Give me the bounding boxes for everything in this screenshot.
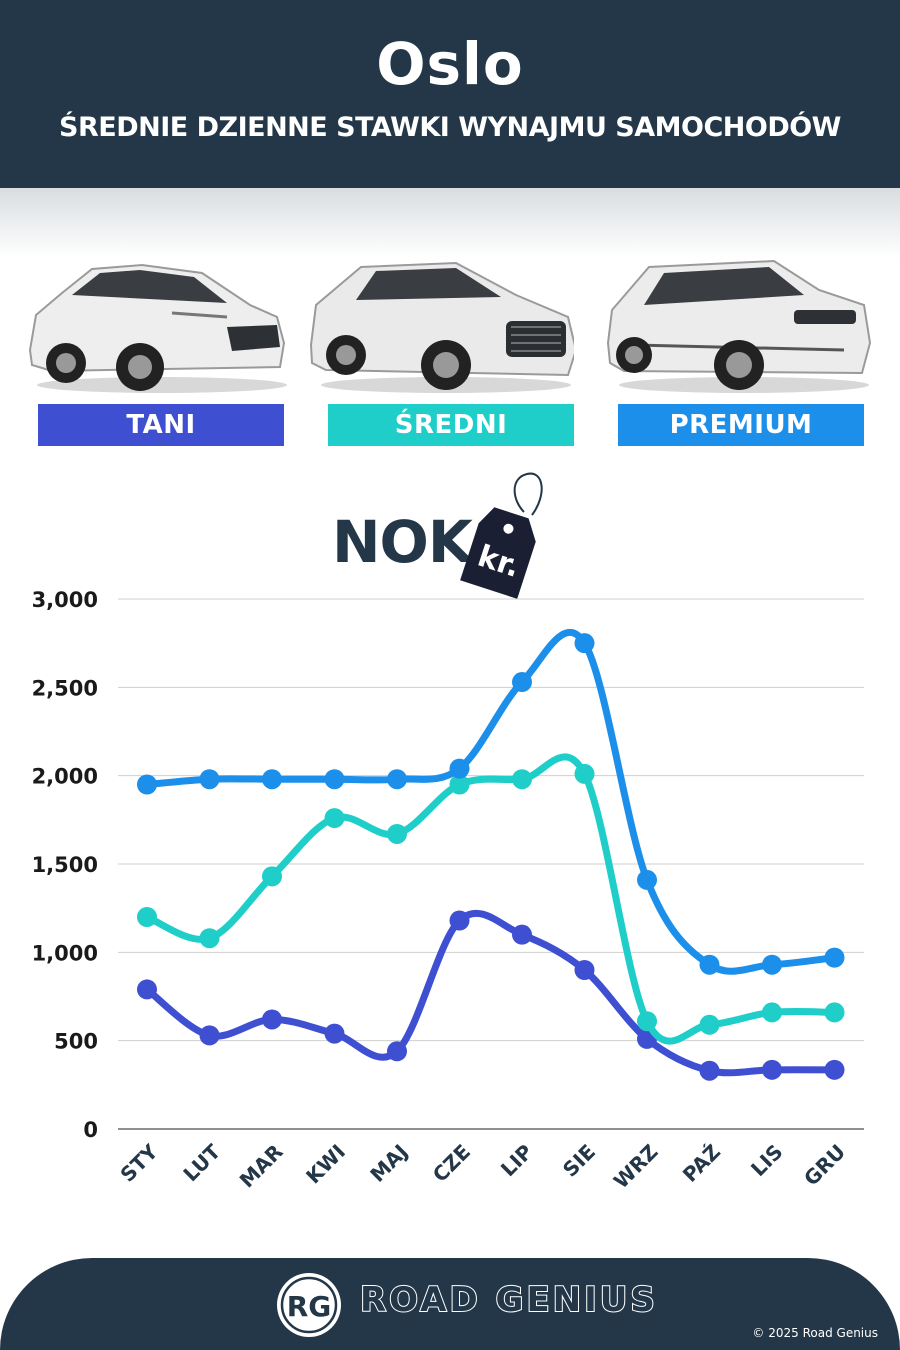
data-point	[199, 769, 220, 790]
data-point	[699, 954, 720, 975]
price-tag-icon: kr.	[460, 472, 543, 599]
data-point	[762, 1059, 782, 1080]
road-genius-logo-icon: RG	[277, 1273, 341, 1337]
y-tick-label: 0	[83, 1118, 98, 1142]
data-point	[199, 1025, 220, 1046]
copyright-text: © 2025 Road Genius	[752, 1326, 878, 1340]
x-tick-label: SIE	[558, 1140, 600, 1182]
data-point	[512, 672, 532, 693]
x-tick-label: STY	[115, 1139, 162, 1186]
currency-label: NOK	[332, 508, 473, 576]
data-point	[324, 808, 345, 829]
rental-rates-chart: 0 500 1,000 1,500 2,000 2,500 3,000 STY LUT MAR K…	[32, 588, 864, 1194]
data-point	[324, 1023, 345, 1044]
data-point	[324, 769, 345, 790]
suv-car-image	[309, 261, 574, 393]
data-point	[262, 769, 282, 790]
x-tick-label: MAR	[235, 1140, 288, 1193]
data-point	[512, 769, 532, 790]
data-point	[449, 910, 470, 931]
x-tick-label: PAŹ	[678, 1140, 725, 1187]
y-tick-label: 1,500	[32, 853, 98, 877]
data-point	[262, 1009, 282, 1030]
x-tick-label: LUT	[178, 1139, 225, 1186]
x-tick-label: LIP	[496, 1140, 538, 1182]
city-title: Oslo	[376, 30, 524, 98]
y-tick-label: 2,500	[32, 676, 98, 700]
x-tick-label: CZE	[428, 1140, 475, 1187]
y-tick-label: 500	[54, 1030, 98, 1054]
data-point	[137, 774, 157, 795]
data-point	[387, 823, 407, 844]
data-point	[762, 954, 782, 975]
data-point	[199, 928, 220, 949]
category-label-tani: TANI	[38, 404, 284, 446]
data-point	[824, 947, 845, 968]
premium-suv-image	[606, 259, 872, 393]
data-point	[387, 769, 407, 790]
data-point	[574, 633, 595, 654]
hatchback-car-image	[28, 263, 287, 393]
data-point	[699, 1014, 720, 1035]
data-point	[449, 774, 470, 795]
y-tick-label: 3,000	[32, 588, 98, 612]
brand-name: ROAD GENIUS	[359, 1279, 658, 1321]
data-point	[574, 960, 595, 980]
header: Oslo ŚREDNIE DZIENNE STAWKI WYNAJMU SAMO…	[0, 0, 900, 188]
data-point	[637, 1011, 657, 1032]
x-tick-label: KWI	[301, 1140, 350, 1189]
series-line-0	[143, 909, 838, 1077]
header-shadow	[0, 188, 900, 258]
x-tick-label: WRZ	[609, 1140, 663, 1194]
data-point	[824, 1059, 845, 1080]
data-point	[512, 924, 532, 945]
data-point	[449, 758, 470, 779]
x-tick-label: LIS	[746, 1140, 787, 1181]
x-tick-label: MAJ	[365, 1140, 412, 1187]
data-point	[262, 866, 282, 887]
data-point	[387, 1041, 407, 1062]
data-point	[824, 1002, 845, 1023]
data-point	[137, 979, 157, 1000]
x-tick-label: GRU	[799, 1140, 850, 1191]
data-point	[637, 869, 657, 890]
category-label-premium: PREMIUM	[618, 404, 864, 446]
category-label-sredni: ŚREDNI	[328, 404, 574, 446]
data-point	[699, 1060, 720, 1081]
y-tick-label: 2,000	[32, 765, 98, 789]
logo-text: RG	[287, 1290, 332, 1323]
data-point	[762, 1002, 782, 1023]
data-point	[574, 763, 595, 784]
data-point	[137, 907, 157, 927]
footer	[0, 1258, 900, 1350]
page-subtitle: ŚREDNIE DZIENNE STAWKI WYNAJMU SAMOCHODÓ…	[59, 112, 841, 143]
series-line-1	[143, 753, 838, 1045]
y-tick-label: 1,000	[32, 941, 98, 965]
